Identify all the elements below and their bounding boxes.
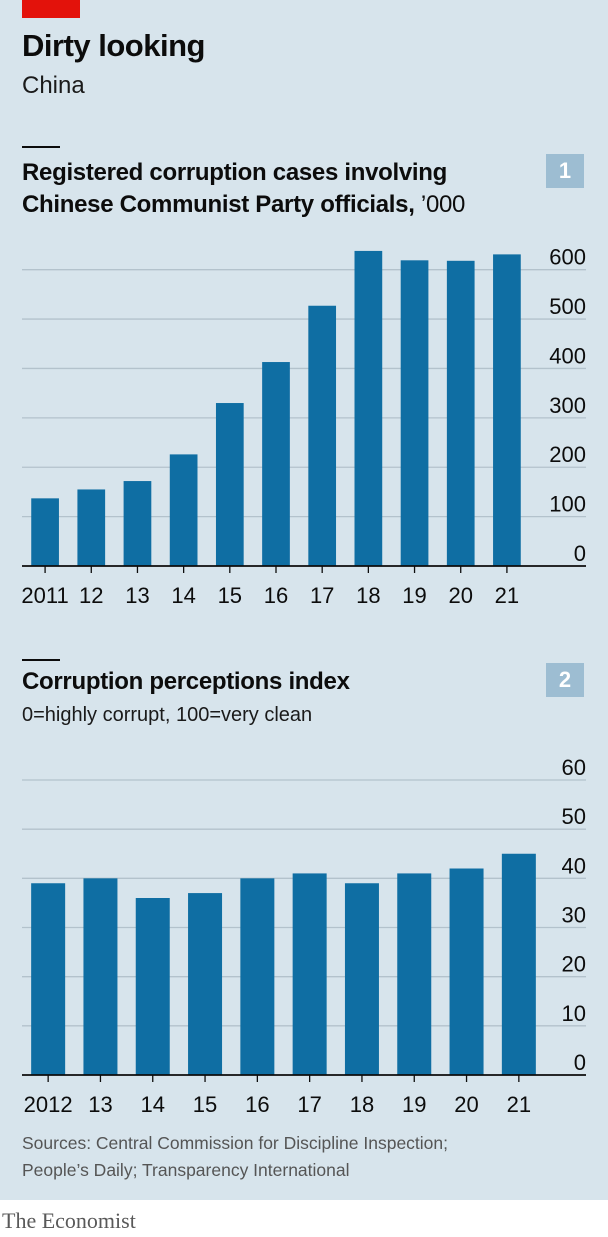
chart1-bar [31, 498, 59, 566]
chart2-ytick-label: 10 [562, 1001, 586, 1026]
chart2-xtick-label: 13 [88, 1092, 112, 1117]
chart1-title-rule [22, 146, 60, 148]
chart2-xtick-label: 14 [141, 1092, 165, 1117]
chart1-bar [354, 250, 383, 566]
chart2-bar [135, 898, 170, 1075]
chart2-title: Corruption perceptions index [22, 668, 350, 695]
chart1-bar [493, 254, 521, 567]
chart2-bar [83, 878, 118, 1075]
chart1-title-line2: Chinese Communist Party officials, [22, 191, 415, 218]
chart1-xtick-label: 17 [310, 583, 334, 608]
chart2-xtick-label: 19 [402, 1092, 426, 1117]
chart1-title-line1: Registered corruption cases involving [22, 159, 448, 186]
chart2-bar [31, 883, 66, 1075]
chart2-bar [188, 893, 223, 1075]
chart2-ytick-label: 60 [562, 755, 586, 780]
chart2-xtick-label: 21 [507, 1092, 531, 1117]
chart2-bar [240, 878, 275, 1075]
chart1-bar [400, 260, 429, 566]
chart2-bar [449, 868, 484, 1075]
chart1-ytick-label: 200 [549, 442, 586, 467]
chart1-bar [262, 362, 290, 566]
chart2-xtick-label: 16 [245, 1092, 269, 1117]
chart2-ytick-label: 50 [562, 804, 586, 829]
chart1-ytick-label: 500 [549, 294, 586, 319]
page-title: Dirty looking [22, 28, 205, 63]
chart1-svg: 0 100 200 300 400 500 600 2011 12 13 14 15 16 17 18 19 2… [21, 245, 586, 608]
chart2-xtick-label: 18 [350, 1092, 374, 1117]
chart2-ytick-label: 30 [562, 903, 586, 928]
chart2-title-rule [22, 659, 60, 661]
chart1-xtick-label: 12 [79, 583, 103, 608]
chart1-bar [446, 260, 475, 566]
chart1-unit: ’000 [414, 191, 466, 218]
chart1-xtick-label: 19 [402, 583, 426, 608]
chart1-bar [77, 489, 106, 566]
page-subtitle: China [22, 72, 85, 99]
chart1-xtick-label: 2011 [21, 583, 68, 608]
chart1-ytick-label: 400 [549, 343, 586, 368]
chart1-bar [123, 481, 152, 566]
sources-line2: People’s Daily; Transparency Internation… [22, 1160, 350, 1180]
chart2-subtitle: 0=highly corrupt, 100=very clean [22, 704, 313, 726]
chart1-ytick-label: 300 [549, 393, 586, 418]
chart2-bar [344, 883, 379, 1075]
chart1-badge: 1 [546, 154, 584, 188]
sources-line1: Sources: Central Commission for Discipli… [22, 1133, 448, 1153]
chart1-ytick-label: 0 [574, 541, 586, 566]
chart2-xtick-label: 17 [297, 1092, 321, 1117]
chart2-bar [397, 873, 432, 1075]
chart1-xtick-label: 15 [218, 583, 242, 608]
chart2-ytick-label: 0 [574, 1050, 586, 1075]
chart2-xtick-label: 2012 [24, 1092, 73, 1117]
chart2-xtick-label: 15 [193, 1092, 217, 1117]
chart1-xtick-label: 21 [495, 583, 519, 608]
chart2-ytick-label: 40 [562, 853, 586, 878]
chart1-xtick-label: 14 [171, 583, 195, 608]
chart2-svg: 0 10 20 30 40 50 60 2012 13 14 15 16 17 18 19 20 21 [22, 755, 586, 1117]
chart2-bar [501, 853, 536, 1075]
chart2-badge: 2 [546, 663, 584, 697]
chart1-bar [169, 454, 198, 566]
chart2-ytick-label: 20 [562, 952, 586, 977]
chart1-ytick-label: 100 [549, 492, 586, 517]
chart1-xtick-label: 13 [125, 583, 149, 608]
chart1-title: Registered corruption cases involving Ch… [22, 157, 465, 221]
chart1-ytick-label: 600 [549, 245, 586, 270]
brand-red-tag [22, 0, 80, 18]
chart2-bar [292, 873, 327, 1075]
chart1-xtick-label: 18 [356, 583, 380, 608]
chart2-xtick-label: 20 [454, 1092, 478, 1117]
chart1-bar [308, 305, 337, 566]
brand-wordmark: The Economist [2, 1208, 136, 1233]
chart1-bar [215, 403, 244, 566]
chart1-xtick-label: 16 [264, 583, 288, 608]
sources-note: Sources: Central Commission for Discipli… [22, 1130, 448, 1184]
chart1-xtick-label: 20 [448, 583, 472, 608]
